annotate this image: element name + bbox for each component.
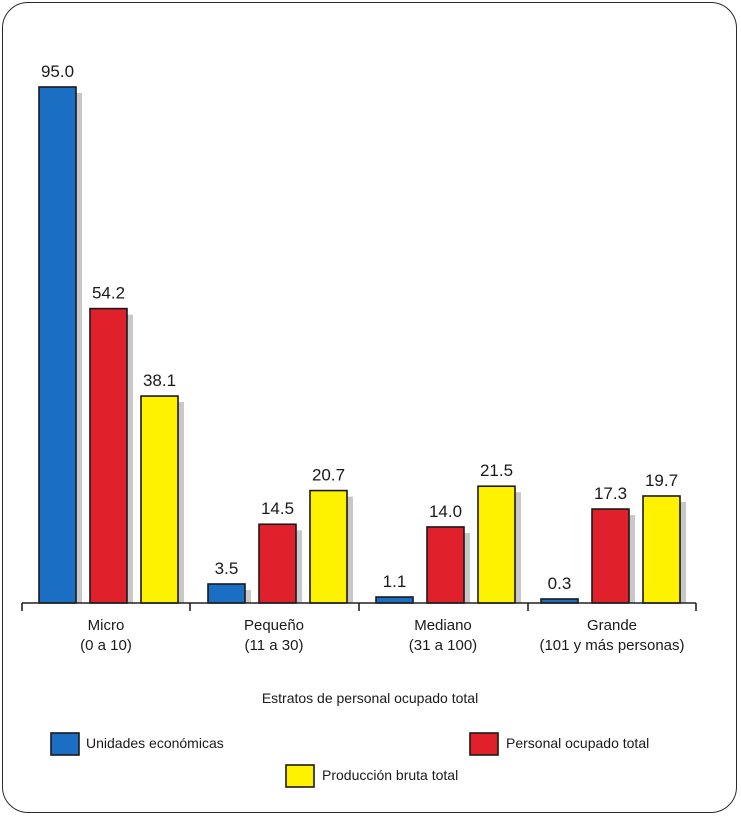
x-axis-ticks <box>21 603 697 611</box>
legend-swatch <box>469 732 499 756</box>
legend-swatch <box>285 764 315 788</box>
value-label: 38.1 <box>143 371 176 390</box>
legend-label: Unidades económicas <box>86 735 224 751</box>
value-label: 20.7 <box>312 466 345 485</box>
value-label: 54.2 <box>92 284 125 303</box>
bar-produccion <box>477 485 516 604</box>
bar-produccion <box>309 489 348 604</box>
bar-personal <box>426 526 465 604</box>
bar-personal <box>591 508 630 604</box>
value-label: 3.5 <box>215 559 239 578</box>
value-label: 14.0 <box>429 502 462 521</box>
bar-personal <box>258 523 297 604</box>
legend: Unidades económicas Personal ocupado tota… <box>50 732 649 788</box>
value-label: 95.0 <box>41 62 74 81</box>
value-label: 1.1 <box>383 572 407 591</box>
x-axis-title: Estratos de personal ocupado total <box>262 690 478 706</box>
legend-label: Producción bruta total <box>322 767 458 783</box>
category-label: Micro <box>88 617 125 634</box>
category-label: Mediano <box>414 617 472 634</box>
value-label: 21.5 <box>480 461 513 480</box>
category-label: (31 a 100) <box>409 637 477 654</box>
category-label: (0 a 10) <box>80 637 132 654</box>
category-labels-group: Micro (0 a 10) Pequeño (11 a 30) Mediano (31 … <box>80 617 684 654</box>
category-label: Grande <box>587 617 637 634</box>
bars-group <box>38 86 686 604</box>
value-label: 17.3 <box>594 484 627 503</box>
bar-unidades <box>38 86 77 604</box>
bar-produccion <box>140 395 179 604</box>
value-label: 0.3 <box>548 574 572 593</box>
bar-unidades <box>207 583 246 604</box>
category-label: Pequeño <box>244 617 304 634</box>
bar-produccion <box>642 495 681 604</box>
category-label: (11 a 30) <box>245 637 304 654</box>
value-labels-group: 95.0 54.2 38.1 3.5 14.5 20.7 1.1 14.0 21.5 0.3 17.… <box>41 62 678 593</box>
value-label: 19.7 <box>645 471 678 490</box>
bar-personal <box>89 307 128 604</box>
value-label: 14.5 <box>261 499 294 518</box>
legend-swatch <box>50 732 80 756</box>
bar-unidades <box>375 596 414 604</box>
legend-label: Personal ocupado total <box>506 735 649 751</box>
category-label: (101 y más personas) <box>539 637 684 654</box>
